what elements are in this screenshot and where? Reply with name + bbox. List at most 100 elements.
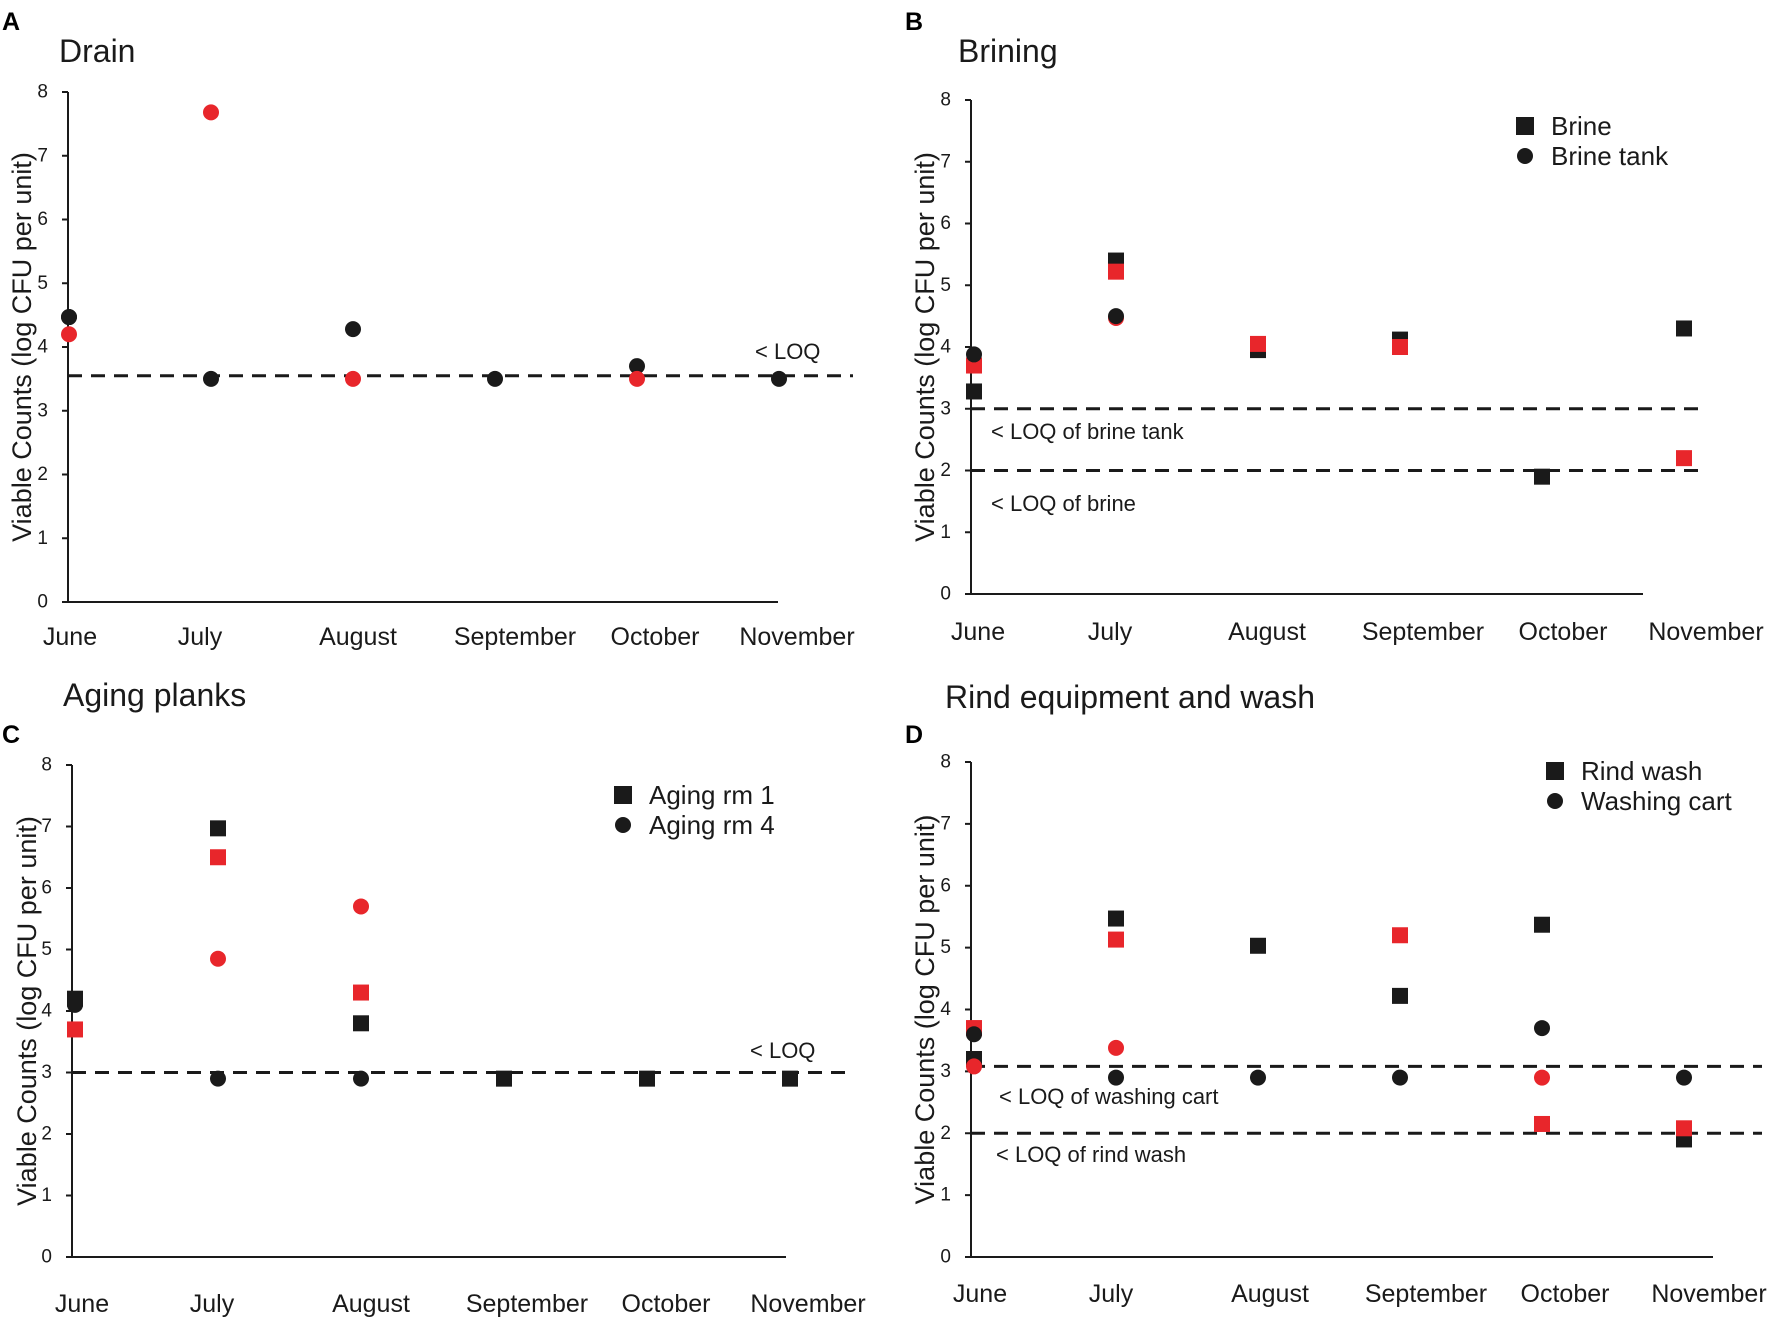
- panel-d: D Rind equipment and wash Viable Counts (l…: [905, 679, 1767, 1308]
- y-tick-label: 1: [940, 522, 951, 543]
- y-tick-label: 4: [940, 999, 951, 1020]
- legend-square-marker: [614, 786, 632, 804]
- data-point-circle: [1676, 1069, 1692, 1086]
- x-tick-label: September: [1365, 1280, 1487, 1308]
- y-tick-label: 3: [940, 1061, 951, 1082]
- x-tick-label: August: [332, 1290, 410, 1317]
- y-axis-label: Viable Counts (log CFU per unit): [910, 152, 940, 542]
- y-tick-label: 8: [940, 90, 951, 111]
- y-tick-label: 5: [940, 937, 951, 958]
- data-point-square: [353, 984, 369, 1001]
- data-point-circle: [1392, 1069, 1408, 1086]
- data-point-square: [353, 1015, 369, 1032]
- x-tick-label: October: [611, 623, 700, 651]
- data-point-square: [782, 1070, 798, 1087]
- legend-label: Rind wash: [1581, 756, 1702, 786]
- data-point-square: [1108, 910, 1124, 927]
- panel-letter: C: [2, 721, 20, 749]
- legend-label: Brine: [1551, 111, 1612, 141]
- x-tick-label: July: [190, 1290, 235, 1317]
- data-point-circle: [1534, 1020, 1550, 1037]
- data-point-circle: [67, 996, 83, 1013]
- data-point-square: [210, 820, 226, 837]
- data-point-circle: [353, 1070, 369, 1087]
- y-tick-label: 2: [37, 464, 48, 485]
- loq-label: < LOQ of rind wash: [996, 1142, 1186, 1167]
- x-tick-label: October: [1519, 618, 1608, 646]
- data-point-circle: [353, 898, 369, 915]
- x-tick-label: September: [466, 1290, 588, 1317]
- legend-square-marker: [1516, 117, 1534, 135]
- data-point-square: [210, 849, 226, 866]
- loq-label: < LOQ: [755, 339, 820, 364]
- x-tick-label: November: [1651, 1280, 1766, 1308]
- loq-label: < LOQ: [750, 1038, 815, 1063]
- data-point-circle: [771, 370, 787, 387]
- data-point-circle: [1108, 1069, 1124, 1086]
- data-point-square: [496, 1070, 512, 1087]
- data-point-circle: [966, 1058, 982, 1075]
- y-tick-label: 6: [41, 878, 52, 899]
- y-tick-label: 5: [940, 275, 951, 296]
- data-point-circle: [61, 326, 77, 343]
- panel-letter: A: [2, 8, 20, 36]
- data-point-square: [1392, 987, 1408, 1004]
- x-tick-label: September: [454, 623, 576, 651]
- data-point-square: [1676, 1120, 1692, 1137]
- y-tick-label: 8: [41, 755, 52, 776]
- x-tick-label: July: [1089, 1280, 1134, 1308]
- data-point-square: [1108, 931, 1124, 948]
- data-point-circle: [210, 1070, 226, 1087]
- data-point-square: [1676, 450, 1692, 467]
- chart-title: Aging planks: [63, 677, 246, 713]
- x-tick-label: August: [1228, 618, 1306, 646]
- y-tick-label: 1: [41, 1185, 52, 1206]
- y-tick-label: 3: [940, 398, 951, 419]
- loq-label: < LOQ of washing cart: [999, 1084, 1219, 1109]
- y-tick-label: 2: [940, 1123, 951, 1144]
- y-tick-label: 4: [37, 337, 48, 358]
- chart-title: Brining: [958, 33, 1058, 69]
- data-point-circle: [203, 104, 219, 121]
- y-tick-label: 8: [940, 752, 951, 773]
- y-tick-label: 6: [37, 209, 48, 230]
- data-point-square: [639, 1070, 655, 1087]
- y-tick-label: 1: [37, 528, 48, 549]
- data-point-circle: [1534, 1069, 1550, 1086]
- y-tick-label: 2: [940, 460, 951, 481]
- legend-circle-marker: [1517, 148, 1533, 164]
- x-tick-label: August: [319, 623, 397, 651]
- data-point-circle: [345, 370, 361, 387]
- x-tick-label: October: [622, 1290, 711, 1317]
- data-point-square: [67, 1021, 83, 1038]
- y-tick-label: 6: [940, 875, 951, 896]
- legend-circle-marker: [615, 817, 631, 833]
- legend-circle-marker: [1547, 793, 1563, 809]
- y-tick-label: 4: [41, 1001, 52, 1022]
- y-axis-label: Viable Counts (log CFU per unit): [7, 152, 37, 542]
- loq-label: < LOQ of brine tank: [991, 419, 1185, 444]
- data-point-circle: [1108, 1039, 1124, 1056]
- y-tick-label: 7: [940, 151, 951, 172]
- x-tick-label: October: [1521, 1280, 1610, 1308]
- panel-letter: D: [905, 721, 923, 749]
- y-tick-label: 0: [940, 1247, 951, 1268]
- y-tick-label: 0: [41, 1247, 52, 1268]
- panel-letter: B: [905, 8, 923, 36]
- y-tick-label: 3: [41, 1062, 52, 1083]
- y-tick-label: 7: [940, 813, 951, 834]
- y-tick-label: 2: [41, 1124, 52, 1145]
- panel-a: A Drain Viable Counts (log CFU per unit) 0 1…: [2, 8, 855, 651]
- y-tick-label: 6: [940, 213, 951, 234]
- data-point-square: [1108, 263, 1124, 280]
- data-point-circle: [1108, 308, 1124, 325]
- y-tick-label: 5: [37, 273, 48, 294]
- data-point-square: [966, 383, 982, 400]
- data-point-square: [1250, 335, 1266, 352]
- data-point-square: [1534, 916, 1550, 933]
- legend-label: Aging rm 4: [649, 810, 775, 840]
- legend-label: Washing cart: [1581, 786, 1733, 816]
- x-tick-label: June: [43, 623, 97, 651]
